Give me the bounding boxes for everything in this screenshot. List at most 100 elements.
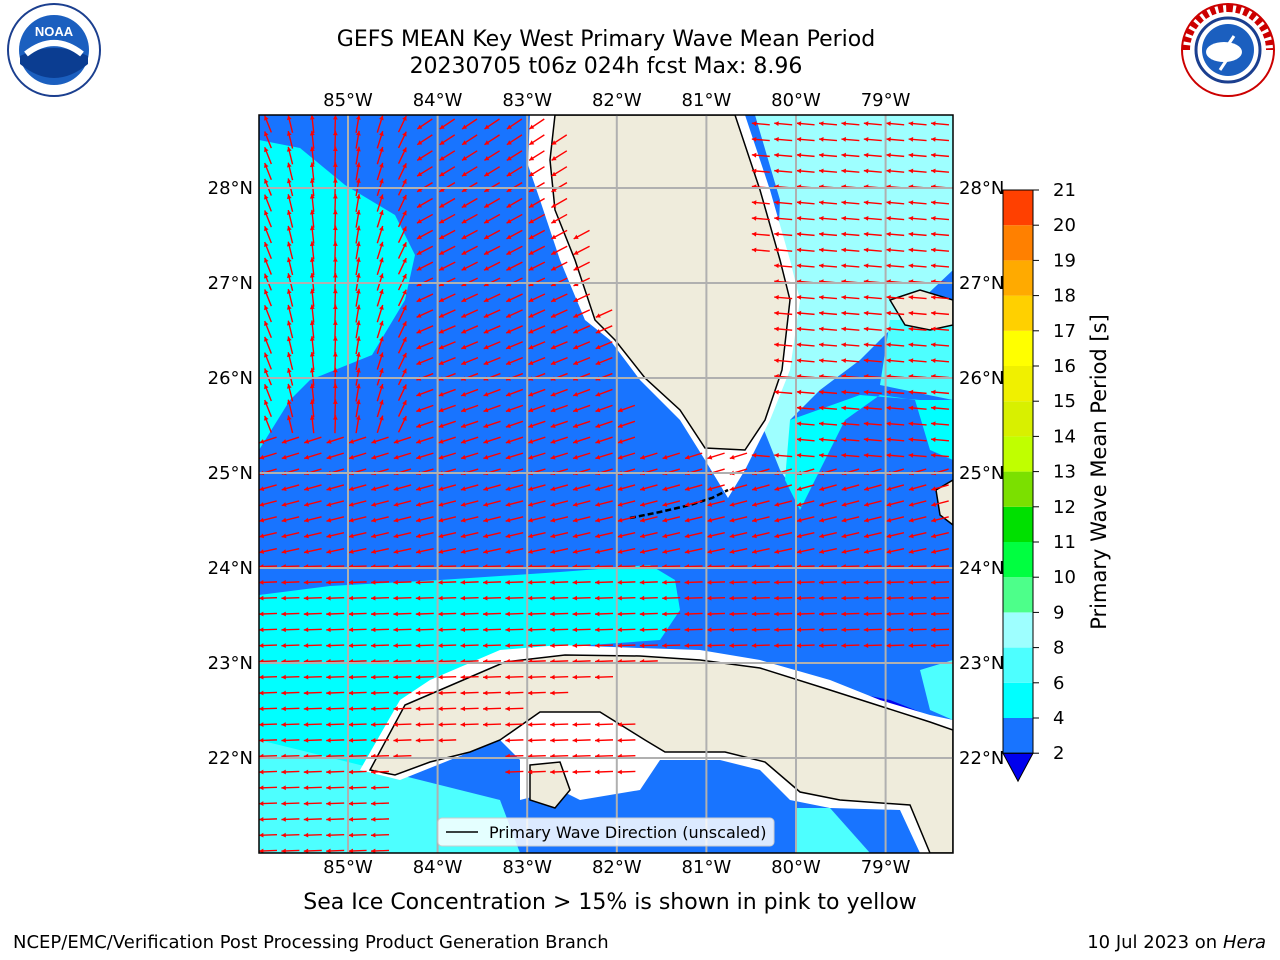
wave-arrow-head bbox=[729, 502, 735, 507]
wave-arrow-head bbox=[595, 627, 600, 633]
wave-arrow-head bbox=[662, 454, 668, 460]
wave-arrow-head bbox=[402, 115, 407, 121]
wave-arrow-head bbox=[886, 168, 891, 174]
wave-arrow-head bbox=[841, 295, 847, 300]
land-isla-juventud bbox=[529, 761, 571, 809]
wave-arrow-head bbox=[416, 533, 421, 539]
wave-arrow-head bbox=[348, 549, 354, 554]
wave-arrow-head bbox=[303, 674, 309, 680]
wave-arrow-head bbox=[796, 611, 802, 617]
wave-arrow-head bbox=[529, 140, 535, 145]
wave-arrow-head bbox=[379, 131, 384, 137]
wave-arrow-head bbox=[371, 627, 376, 633]
lat-tick-label: 23°N bbox=[959, 653, 1004, 674]
wave-arrow-head bbox=[402, 416, 407, 422]
wave-arrow-head bbox=[662, 595, 667, 601]
wave-arrow-head bbox=[416, 344, 422, 350]
wave-arrow-head bbox=[729, 611, 734, 617]
wave-arrow-head bbox=[332, 273, 338, 278]
wave-arrow-head bbox=[527, 722, 533, 727]
wave-arrow-head bbox=[573, 407, 579, 413]
sea-ice-caption: Sea Ice Concentration > 15% is shown in … bbox=[303, 890, 917, 915]
wave-arrow-head bbox=[886, 486, 892, 491]
lon-tick-labels-top: 85°W 84°W 83°W 82°W 81°W 80°W 79°W bbox=[323, 90, 911, 111]
wave-arrow-head bbox=[841, 326, 847, 332]
wave-arrow-head bbox=[774, 200, 779, 205]
wave-arrow-head bbox=[259, 533, 265, 539]
wave-arrow-head bbox=[379, 289, 384, 295]
wave-arrow-head bbox=[461, 234, 467, 239]
wave-arrow-head bbox=[326, 439, 332, 444]
wave-arrow-head bbox=[908, 247, 914, 253]
wave-arrow-head bbox=[572, 549, 578, 554]
wave-arrow-head bbox=[908, 200, 914, 205]
wave-arrow-head bbox=[819, 502, 825, 507]
wave-arrow-head bbox=[527, 643, 533, 648]
wave-arrow-head bbox=[416, 423, 422, 428]
wave-arrow-head bbox=[309, 194, 315, 199]
wave-arrow-head bbox=[264, 178, 269, 184]
wave-arrow-head bbox=[796, 216, 802, 221]
wave-arrow-head bbox=[528, 329, 534, 334]
wave-arrow-head bbox=[332, 225, 338, 231]
wave-arrow-head bbox=[796, 389, 802, 395]
wave-arrow-head bbox=[527, 674, 533, 680]
wave-arrow-head bbox=[259, 785, 264, 791]
wave-arrow-head bbox=[393, 517, 399, 523]
wave-arrow-head bbox=[774, 295, 779, 300]
wave-arrow-head bbox=[931, 405, 936, 411]
wave-arrow-head bbox=[356, 415, 361, 421]
wave-arrow-head bbox=[595, 643, 600, 648]
wave-arrow-head bbox=[402, 147, 407, 153]
wave-arrow-head bbox=[393, 579, 398, 585]
wave-arrow-head bbox=[416, 517, 421, 523]
wave-arrow-head bbox=[841, 168, 847, 174]
wave-arrow-head bbox=[371, 517, 377, 523]
wave-arrow-head bbox=[259, 706, 264, 712]
wave-arrow-head bbox=[281, 611, 286, 617]
wave-arrow-head bbox=[707, 502, 713, 507]
wave-arrow-head bbox=[729, 643, 734, 648]
wave-arrow-head bbox=[379, 147, 384, 152]
wave-arrow-head bbox=[281, 690, 286, 696]
wave-arrow-head bbox=[438, 407, 444, 413]
wave-arrow-head bbox=[863, 595, 869, 601]
colorbar-segment bbox=[1003, 260, 1033, 296]
wave-arrow-head bbox=[774, 326, 779, 332]
wave-arrow-head bbox=[662, 643, 667, 648]
wave-arrow-head bbox=[281, 627, 286, 633]
wave-arrow-head bbox=[863, 295, 869, 300]
wave-arrow-head bbox=[662, 579, 667, 585]
wave-arrow-head bbox=[349, 439, 354, 444]
wave-arrow-head bbox=[506, 140, 512, 145]
chart-subtitle: 20230705 t06z 024h fcst Max: 8.96 bbox=[409, 54, 803, 79]
wave-arrow-head bbox=[819, 342, 824, 348]
wave-arrow-head bbox=[264, 336, 269, 342]
wave-arrow-head bbox=[551, 266, 557, 271]
wave-arrow-head bbox=[309, 352, 315, 357]
wave-arrow-head bbox=[841, 502, 847, 507]
wave-arrow-head bbox=[572, 674, 578, 680]
wave-arrow-head bbox=[662, 627, 667, 633]
lon-tick-label: 82°W bbox=[592, 857, 642, 878]
wave-arrow-head bbox=[551, 297, 557, 302]
wave-arrow-head bbox=[707, 517, 713, 523]
wave-arrow-head bbox=[286, 399, 292, 405]
wave-arrow-head bbox=[460, 595, 466, 601]
wave-arrow-head bbox=[572, 486, 578, 491]
wave-arrow-head bbox=[573, 391, 579, 397]
wave-arrow-head bbox=[550, 360, 556, 365]
wave-arrow-head bbox=[662, 486, 668, 491]
wave-arrow-head bbox=[259, 674, 264, 680]
wave-arrow-head bbox=[550, 579, 555, 585]
wave-arrow-head bbox=[259, 517, 265, 523]
wave-arrow-head bbox=[286, 352, 292, 358]
wave-arrow-head bbox=[379, 368, 384, 374]
wave-arrow-head bbox=[617, 454, 623, 460]
wave-arrow-head bbox=[528, 297, 534, 302]
wave-arrow-head bbox=[402, 242, 407, 248]
wave-arrow-head bbox=[685, 454, 690, 460]
wave-arrow-head bbox=[684, 627, 690, 633]
wave-arrow-head bbox=[684, 517, 690, 523]
wave-arrow-head bbox=[796, 168, 802, 174]
